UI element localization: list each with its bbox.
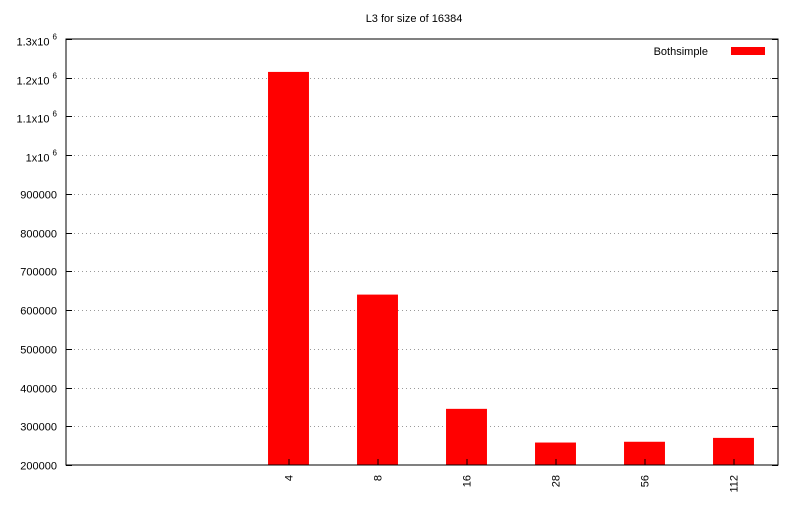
bar (268, 71, 309, 465)
bar (624, 441, 665, 465)
y-tick-label: 900000 (20, 190, 57, 202)
y-tick-label: 1.3x10 6 (16, 33, 57, 49)
y-tick-label: 1x10 6 (26, 149, 58, 165)
x-tick-label: 28 (551, 475, 563, 487)
bar (357, 294, 398, 465)
y-tick-label: 200000 (20, 461, 57, 473)
legend: Bothsimple (654, 46, 765, 58)
legend-label: Bothsimple (654, 46, 708, 58)
chart-title: L3 for size of 16384 (366, 13, 463, 25)
x-tick-label: 8 (373, 475, 385, 481)
x-tick-label: 112 (729, 475, 741, 493)
bar (535, 442, 576, 465)
y-tick-label: 300000 (20, 422, 57, 434)
legend-swatch (731, 47, 765, 55)
y-tick-label: 400000 (20, 384, 57, 396)
y-tick-label: 1.2x10 6 (16, 72, 57, 88)
y-tick-label: 1.1x10 6 (16, 110, 57, 126)
y-tick-label: 500000 (20, 345, 57, 357)
x-axis: 4 8 16 28 56 112 (284, 459, 741, 493)
bar (446, 408, 487, 465)
plot-frame (65, 38, 779, 466)
bars-layer (268, 71, 754, 465)
y-tick-label: 800000 (20, 229, 57, 241)
x-tick-label: 4 (284, 475, 296, 481)
grid-layer (66, 78, 778, 427)
y-tick-label: 700000 (20, 267, 57, 279)
y-tick-label: 600000 (20, 306, 57, 318)
x-tick-label: 56 (640, 475, 652, 487)
y-axis: 200000 300000 400000 500000 600000 700000 8000… (16, 33, 778, 473)
x-tick-label: 16 (462, 475, 474, 487)
